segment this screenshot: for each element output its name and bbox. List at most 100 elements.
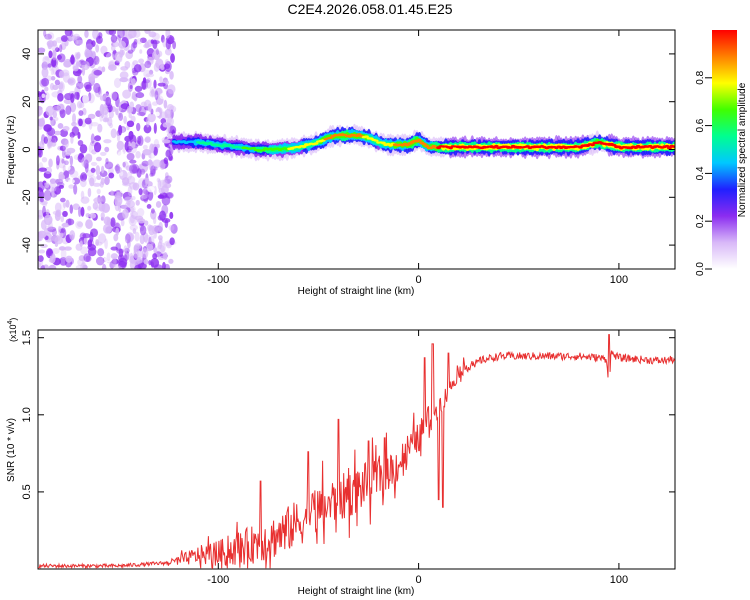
noise-speckle xyxy=(72,203,80,211)
noise-speckle xyxy=(136,122,141,132)
noise-speckle xyxy=(103,52,112,58)
spectrogram-y-ticks: -40 -20 0 20 40 xyxy=(21,48,675,253)
noise-speckle xyxy=(39,265,46,269)
noise-speckle xyxy=(55,155,60,166)
noise-speckle xyxy=(143,124,152,134)
noise-speckle xyxy=(122,161,126,168)
snr-series-line xyxy=(37,334,676,570)
noise-speckle xyxy=(126,152,135,161)
noise-speckle xyxy=(40,117,45,127)
noise-speckle xyxy=(124,61,131,69)
noise-speckle xyxy=(87,93,95,104)
noise-speckle xyxy=(75,53,81,60)
noise-speckle xyxy=(38,255,44,262)
noise-speckle xyxy=(85,213,91,218)
noise-speckle xyxy=(80,172,88,182)
noise-speckle xyxy=(89,177,95,187)
noise-speckle xyxy=(138,188,143,196)
snr-scale-prefix: (x10 xyxy=(8,324,18,342)
noise-speckle xyxy=(118,124,123,136)
noise-speckle xyxy=(170,53,175,63)
noise-speckle xyxy=(89,212,97,219)
noise-speckle xyxy=(81,173,88,181)
noise-speckle xyxy=(119,77,129,83)
noise-speckle xyxy=(135,257,143,264)
noise-speckle xyxy=(150,165,156,175)
noise-speckle xyxy=(140,101,147,108)
noise-speckle xyxy=(87,113,96,120)
noise-speckle xyxy=(128,77,132,83)
noise-speckle xyxy=(96,188,101,195)
noise-speckle xyxy=(155,58,164,69)
noise-speckle xyxy=(84,48,91,59)
noise-speckle xyxy=(147,56,154,65)
noise-speckle xyxy=(136,38,143,45)
noise-speckle xyxy=(39,243,48,249)
noise-speckle xyxy=(79,144,88,154)
noise-speckle xyxy=(104,146,110,153)
noise-speckle xyxy=(159,92,167,100)
noise-speckle xyxy=(57,225,62,233)
spectrogram-y-tick-label: 0 xyxy=(21,146,33,152)
noise-speckle xyxy=(134,231,140,242)
noise-speckle xyxy=(113,77,122,89)
colorbar: 0.0 0.2 0.4 0.6 0.8 Normalized spectral ampl… xyxy=(695,30,748,276)
noise-speckle xyxy=(163,157,169,165)
noise-speckle xyxy=(137,111,146,117)
noise-speckle xyxy=(162,122,170,128)
noise-speckle xyxy=(84,30,89,39)
noise-speckle xyxy=(148,69,154,75)
noise-speckle xyxy=(139,49,143,54)
noise-speckle xyxy=(43,136,48,144)
noise-speckle xyxy=(110,246,118,251)
noise-speckle xyxy=(168,258,174,264)
noise-speckle xyxy=(46,249,53,257)
noise-speckle xyxy=(131,163,140,174)
noise-speckle xyxy=(87,243,97,251)
noise-speckle xyxy=(153,122,157,134)
noise-speckle xyxy=(147,113,156,123)
noise-speckle xyxy=(137,208,145,217)
noise-speckle xyxy=(139,37,147,44)
noise-speckle xyxy=(90,167,96,173)
noise-speckle xyxy=(158,235,163,241)
noise-speckle xyxy=(100,151,107,156)
noise-speckle xyxy=(83,159,89,169)
noise-speckle xyxy=(137,218,146,224)
noise-speckle xyxy=(67,77,76,86)
noise-speckle xyxy=(91,40,96,48)
spectrogram-x-tick-label: 0 xyxy=(416,274,422,286)
noise-speckle xyxy=(106,252,111,262)
noise-speckle xyxy=(67,218,72,226)
noise-speckle xyxy=(69,230,76,241)
noise-speckle xyxy=(47,226,57,232)
noise-speckle xyxy=(143,69,151,78)
noise-speckle xyxy=(55,209,62,217)
noise-speckle xyxy=(41,93,45,99)
noise-speckle xyxy=(47,32,55,40)
noise-speckle xyxy=(79,174,84,182)
noise-speckle xyxy=(71,126,80,136)
noise-speckle xyxy=(72,65,79,72)
noise-speckle xyxy=(169,70,174,80)
noise-speckle xyxy=(58,82,64,90)
noise-speckle xyxy=(132,228,137,235)
noise-speckle xyxy=(133,64,142,73)
noise-speckle xyxy=(164,108,172,119)
noise-speckle xyxy=(152,253,158,260)
noise-speckle xyxy=(104,226,112,234)
noise-speckle xyxy=(76,39,84,45)
noise-speckle xyxy=(129,159,137,164)
noise-speckle xyxy=(137,178,146,189)
noise-speckle xyxy=(44,86,49,92)
noise-speckle xyxy=(155,201,162,208)
noise-speckle xyxy=(85,219,93,230)
ridge-cell xyxy=(229,144,235,147)
noise-speckle xyxy=(148,259,152,266)
colorbar-tick-label: 0.6 xyxy=(695,118,706,132)
noise-speckle xyxy=(56,103,65,111)
noise-speckle xyxy=(40,264,45,269)
noise-speckle xyxy=(42,201,48,208)
noise-speckle xyxy=(98,233,107,244)
noise-speckle xyxy=(60,248,67,260)
